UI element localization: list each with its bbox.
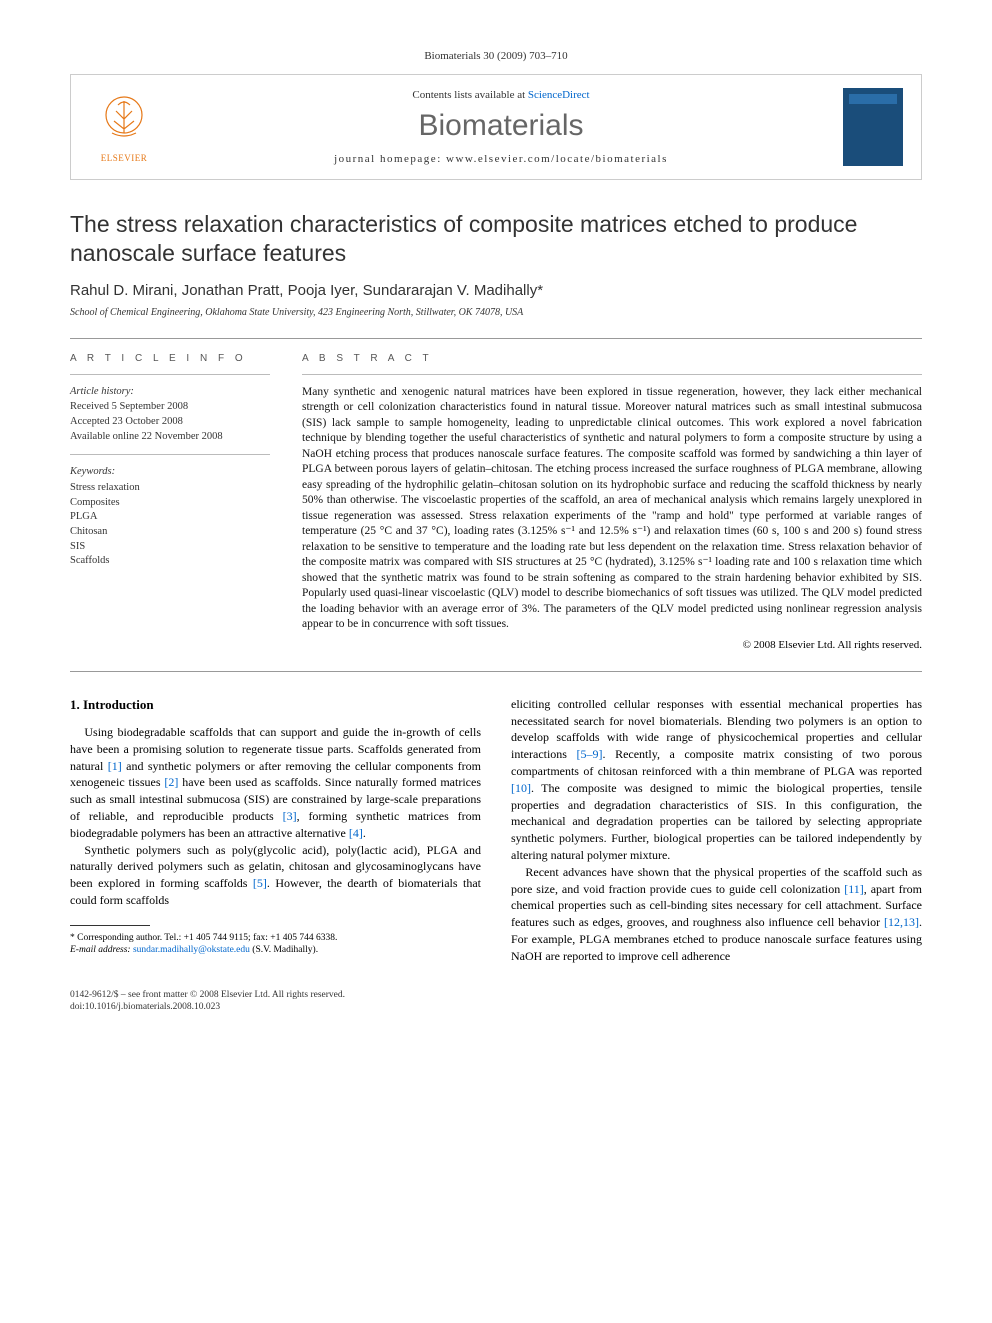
keywords-heading: Keywords: — [70, 465, 270, 480]
email-name: (S.V. Madihally). — [250, 945, 318, 955]
history-heading: Article history: — [70, 385, 270, 400]
article-info-label: A R T I C L E I N F O — [70, 353, 270, 364]
citation-link[interactable]: [4] — [349, 826, 363, 840]
accepted-date: Accepted 23 October 2008 — [70, 415, 270, 430]
authors-line: Rahul D. Mirani, Jonathan Pratt, Pooja I… — [70, 282, 922, 299]
keyword: SIS — [70, 540, 270, 555]
email-line: E-mail address: sundar.madihally@okstate… — [70, 944, 481, 956]
corr-author-line: * Corresponding author. Tel.: +1 405 744… — [70, 932, 481, 944]
divider — [70, 671, 922, 672]
email-link[interactable]: sundar.madihally@okstate.edu — [133, 945, 250, 955]
corresponding-author-footnote: * Corresponding author. Tel.: +1 405 744… — [70, 932, 481, 957]
keywords-block: Keywords: Stress relaxation Composites P… — [70, 465, 270, 569]
body-text: 1. Introduction Using biodegradable scaf… — [70, 696, 922, 965]
paragraph: eliciting controlled cellular responses … — [511, 696, 922, 864]
homepage-link[interactable]: www.elsevier.com/locate/biomaterials — [446, 153, 668, 165]
keyword: Stress relaxation — [70, 481, 270, 496]
article-info-column: A R T I C L E I N F O Article history: R… — [70, 353, 270, 651]
citation-link[interactable]: [5] — [253, 876, 267, 890]
copyright-line: © 2008 Elsevier Ltd. All rights reserved… — [302, 639, 922, 651]
citation-link[interactable]: [3] — [283, 809, 297, 823]
citation-link[interactable]: [11] — [844, 882, 864, 896]
issn-line: 0142-9612/$ – see front matter © 2008 El… — [70, 989, 922, 1001]
paragraph: Using biodegradable scaffolds that can s… — [70, 724, 481, 842]
divider — [302, 374, 922, 375]
paragraph: Recent advances have shown that the phys… — [511, 864, 922, 965]
journal-header-box: ELSEVIER Contents lists available at Sci… — [70, 74, 922, 180]
homepage-prefix: journal homepage: — [334, 153, 446, 165]
page: Biomaterials 30 (2009) 703–710 ELSEVIER … — [0, 0, 992, 1053]
affiliation: School of Chemical Engineering, Oklahoma… — [70, 307, 922, 318]
info-abstract-row: A R T I C L E I N F O Article history: R… — [70, 353, 922, 651]
citation-link[interactable]: [2] — [164, 775, 178, 789]
abstract-column: A B S T R A C T Many synthetic and xenog… — [302, 353, 922, 651]
elsevier-tree-icon — [94, 91, 154, 151]
journal-cover-thumb — [843, 88, 903, 166]
keyword: Scaffolds — [70, 554, 270, 569]
sciencedirect-link[interactable]: ScienceDirect — [528, 89, 590, 101]
contents-available-line: Contents lists available at ScienceDirec… — [159, 89, 843, 101]
divider — [70, 338, 922, 339]
header-center: Contents lists available at ScienceDirec… — [159, 89, 843, 165]
doi-line: doi:10.1016/j.biomaterials.2008.10.023 — [70, 1001, 922, 1013]
citation-link[interactable]: [10] — [511, 781, 531, 795]
divider — [70, 374, 270, 375]
abstract-text: Many synthetic and xenogenic natural mat… — [302, 385, 922, 633]
citation-link[interactable]: [5–9] — [577, 747, 603, 761]
online-date: Available online 22 November 2008 — [70, 430, 270, 445]
page-header-meta: Biomaterials 30 (2009) 703–710 — [70, 50, 922, 62]
page-footer: 0142-9612/$ – see front matter © 2008 El… — [70, 989, 922, 1014]
journal-title: Biomaterials — [159, 109, 843, 143]
section-heading: 1. Introduction — [70, 696, 481, 714]
citation-link[interactable]: [1] — [108, 759, 122, 773]
keyword: Chitosan — [70, 525, 270, 540]
journal-homepage-line: journal homepage: www.elsevier.com/locat… — [159, 153, 843, 165]
article-title: The stress relaxation characteristics of… — [70, 210, 922, 268]
contents-prefix: Contents lists available at — [412, 89, 527, 101]
divider — [70, 454, 270, 455]
email-label: E-mail address: — [70, 945, 133, 955]
paragraph: Synthetic polymers such as poly(glycolic… — [70, 842, 481, 909]
footnote-rule — [70, 925, 150, 926]
keyword: Composites — [70, 496, 270, 511]
received-date: Received 5 September 2008 — [70, 400, 270, 415]
keyword: PLGA — [70, 510, 270, 525]
citation-link[interactable]: [12,13] — [884, 915, 919, 929]
article-history: Article history: Received 5 September 20… — [70, 385, 270, 445]
abstract-label: A B S T R A C T — [302, 353, 922, 364]
elsevier-logo: ELSEVIER — [89, 87, 159, 167]
elsevier-logo-text: ELSEVIER — [101, 153, 148, 163]
